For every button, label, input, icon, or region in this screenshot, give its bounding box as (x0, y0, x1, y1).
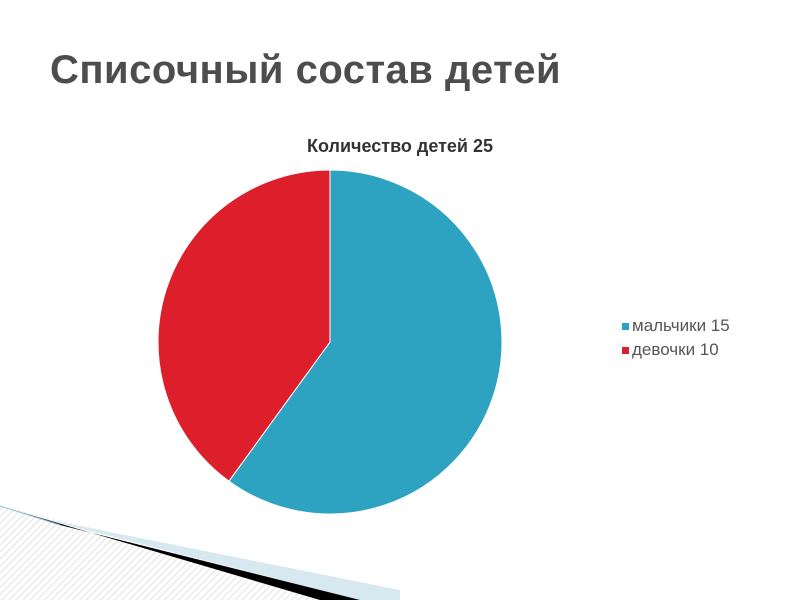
pie-slices (157, 169, 503, 515)
legend: мальчики 15 девочки 10 (622, 316, 730, 359)
pie-slice-0 (228, 169, 503, 515)
pie-slice-1 (157, 169, 331, 482)
legend-label-1: девочки 10 (632, 340, 719, 359)
slide-title: Списочный состав детей (50, 48, 562, 92)
chart-title: Количество детей 25 (307, 136, 493, 156)
light-blue-band (40, 518, 400, 600)
band-edge-line (0, 505, 61, 526)
legend-swatch-1 (622, 347, 629, 354)
legend-swatch-0 (622, 323, 629, 330)
legend-label-0: мальчики 15 (632, 316, 730, 335)
